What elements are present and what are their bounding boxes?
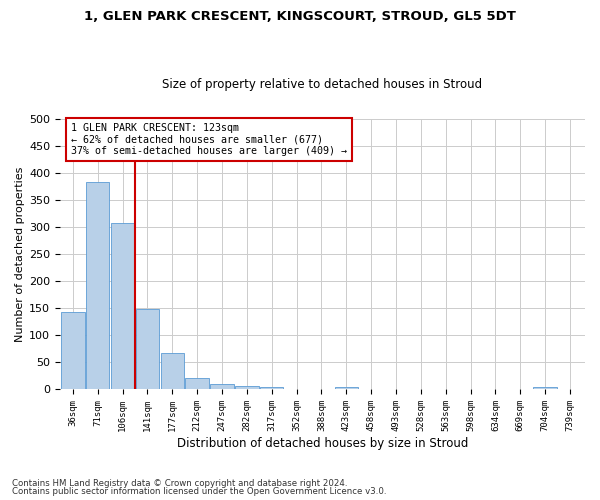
Text: Contains HM Land Registry data © Crown copyright and database right 2024.: Contains HM Land Registry data © Crown c…	[12, 478, 347, 488]
Bar	[533, 388, 557, 390]
Bar	[61, 312, 85, 390]
Bar	[111, 222, 134, 390]
Y-axis label: Number of detached properties: Number of detached properties	[15, 166, 25, 342]
Bar	[185, 378, 209, 390]
Text: 1, GLEN PARK CRESCENT, KINGSCOURT, STROUD, GL5 5DT: 1, GLEN PARK CRESCENT, KINGSCOURT, STROU…	[84, 10, 516, 23]
Bar	[210, 384, 234, 390]
X-axis label: Distribution of detached houses by size in Stroud: Distribution of detached houses by size …	[177, 437, 468, 450]
Text: Contains public sector information licensed under the Open Government Licence v3: Contains public sector information licen…	[12, 487, 386, 496]
Text: 1 GLEN PARK CRESCENT: 123sqm
← 62% of detached houses are smaller (677)
37% of s: 1 GLEN PARK CRESCENT: 123sqm ← 62% of de…	[71, 122, 347, 156]
Bar	[335, 388, 358, 390]
Title: Size of property relative to detached houses in Stroud: Size of property relative to detached ho…	[163, 78, 482, 91]
Bar	[86, 182, 109, 390]
Bar	[136, 310, 159, 390]
Bar	[235, 386, 259, 390]
Bar	[161, 352, 184, 390]
Bar	[260, 388, 283, 390]
